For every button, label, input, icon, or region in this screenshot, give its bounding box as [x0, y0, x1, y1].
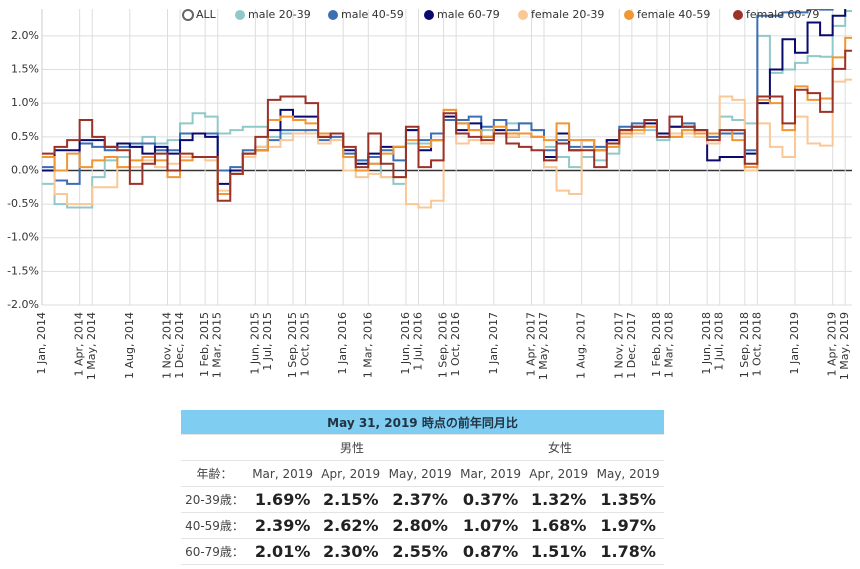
cell-value: 2.62%: [317, 512, 385, 539]
x-tick-label: 1 Sep, 2018: [738, 312, 751, 378]
column-header: May, 2019: [384, 460, 456, 487]
legend-label: female 20-39: [531, 8, 604, 21]
series-line: [42, 9, 847, 185]
cell-value: 1.78%: [592, 538, 664, 565]
chart: -2.0% -1.5% -1.0% -0.5% 0.0% 0.5% 1.0% 1.5% 2.0%…: [7, 8, 852, 380]
x-tick-label: 1 Oct, 2018: [750, 312, 763, 377]
y-tick-label: 0.5%: [11, 130, 39, 143]
group-header: 男性: [248, 434, 456, 461]
legend-label: male 60-79: [437, 8, 500, 21]
cell-value: 1.51%: [525, 538, 593, 565]
x-tick-label: 1 Jul, 2015: [261, 312, 274, 371]
x-tick-label: 1 Jun, 2015: [248, 312, 261, 375]
table-title: May 31, 2019 時点の前年同月比: [181, 410, 664, 435]
cell-value: 1.35%: [592, 486, 664, 513]
x-tick-label: 1 Oct, 2015: [299, 312, 312, 377]
summary-table: May 31, 2019 時点の前年同月比 男性 女性 年齢： Mar, 2019 A…: [181, 410, 664, 565]
cell-value: 1.68%: [525, 512, 593, 539]
cell-value: 2.55%: [384, 538, 456, 565]
x-tick-label: 1 Aug, 2014: [123, 312, 136, 379]
x-tick-label: 1 Jun, 2016: [399, 312, 412, 375]
x-tick-label: 1 May, 2014: [85, 312, 98, 380]
column-header: Mar, 2019: [248, 460, 318, 487]
cell-value: 1.07%: [455, 512, 526, 539]
blank: [181, 434, 248, 461]
column-header: Mar, 2019: [455, 460, 526, 487]
legend-marker: [182, 9, 194, 21]
row-label: 60-79歳：: [181, 538, 248, 565]
x-tick-label: 1 Oct, 2016: [449, 312, 462, 377]
x-tick-label: 1 Mar, 2015: [211, 312, 224, 378]
x-tick-label: 1 Aug, 2017: [575, 312, 588, 379]
row-label: 40-59歳：: [181, 512, 248, 539]
y-tick-label: -2.0%: [7, 298, 39, 311]
table-row: 40-59歳： 2.39% 2.62% 2.80% 1.07% 1.68% 1.97%: [181, 512, 664, 539]
series-line: [42, 49, 852, 202]
y-tick-label: 2.0%: [11, 29, 39, 42]
legend-marker: [424, 10, 434, 20]
column-header: Apr, 2019: [317, 460, 385, 487]
cell-value: 0.37%: [455, 486, 526, 513]
column-header: May, 2019: [592, 460, 664, 487]
group-header: 女性: [455, 434, 664, 461]
column-header: 年齢：: [181, 460, 248, 487]
x-tick-label: 1 Mar, 2018: [663, 312, 676, 378]
legend-marker: [733, 10, 743, 20]
legend-marker: [624, 10, 634, 20]
cell-value: 2.37%: [384, 486, 456, 513]
x-tick-label: 1 Jul, 2016: [412, 312, 425, 371]
legend-label: male 40-59: [341, 8, 404, 21]
column-header: Apr, 2019: [525, 460, 593, 487]
cell-value: 2.80%: [384, 512, 456, 539]
x-tick-label: 1 Feb, 2015: [198, 312, 211, 377]
legend-label: female 60-79: [746, 8, 819, 21]
x-tick-label: 1 May, 2019: [838, 312, 851, 380]
cell-value: 2.30%: [317, 538, 385, 565]
y-tick-label: -1.0%: [7, 231, 39, 244]
cell-value: 2.39%: [248, 512, 318, 539]
legend-label: female 40-59: [637, 8, 710, 21]
cell-value: 1.97%: [592, 512, 664, 539]
y-tick-label: 1.0%: [11, 96, 39, 109]
x-tick-label: 1 Apr, 2017: [524, 312, 537, 377]
legend-marker: [518, 10, 528, 20]
x-tick-label: 1 Apr, 2014: [73, 312, 86, 377]
series-group: [42, 9, 852, 209]
legend-label: ALL: [196, 8, 217, 21]
x-tick-label: 1 Sep, 2015: [286, 312, 299, 378]
legend-marker: [328, 10, 338, 20]
x-tick-label: 1 Jul, 2018: [713, 312, 726, 371]
cell-value: 1.69%: [248, 486, 318, 513]
row-label: 20-39歳：: [181, 486, 248, 513]
cell-value: 2.15%: [317, 486, 385, 513]
y-tick-label: 1.5%: [11, 63, 39, 76]
x-tick-label: 1 Mar, 2016: [361, 312, 374, 378]
legend-label: male 20-39: [248, 8, 311, 21]
cell-value: 1.32%: [525, 486, 593, 513]
x-tick-label: 1 Feb, 2018: [650, 312, 663, 377]
x-tick-label: 1 Jan, 2014: [35, 312, 48, 374]
x-tick-label: 1 Jan, 2019: [788, 312, 801, 374]
x-tick-label: 1 Jan, 2016: [336, 312, 349, 374]
header-row: 年齢： Mar, 2019 Apr, 2019 May, 2019 Mar, 2019 A…: [181, 460, 664, 487]
x-tick-label: 1 Jan, 2017: [487, 312, 500, 374]
x-tick-label: 1 Nov, 2014: [161, 312, 174, 379]
table-row: 60-79歳： 2.01% 2.30% 2.55% 0.87% 1.51% 1.78%: [181, 538, 664, 565]
x-tick-label: 1 Apr, 2019: [826, 312, 839, 377]
table-row: 20-39歳： 1.69% 2.15% 2.37% 0.37% 1.32% 1.35%: [181, 486, 664, 513]
x-tick-label: 1 Sep, 2016: [437, 312, 450, 378]
y-tick-label: -1.5%: [7, 264, 39, 277]
x-tick-label: 1 Dec, 2017: [625, 312, 638, 379]
x-tick-label: 1 Jun, 2018: [700, 312, 713, 375]
legend-marker: [235, 10, 245, 20]
cell-value: 2.01%: [248, 538, 318, 565]
y-tick-label: -0.5%: [7, 197, 39, 210]
x-tick-label: 1 Dec, 2014: [173, 312, 186, 379]
x-tick-label: 1 Nov, 2017: [612, 312, 625, 379]
x-tick-label: 1 May, 2017: [537, 312, 550, 380]
cell-value: 0.87%: [455, 538, 526, 565]
y-tick-label: 0.0%: [11, 163, 39, 176]
